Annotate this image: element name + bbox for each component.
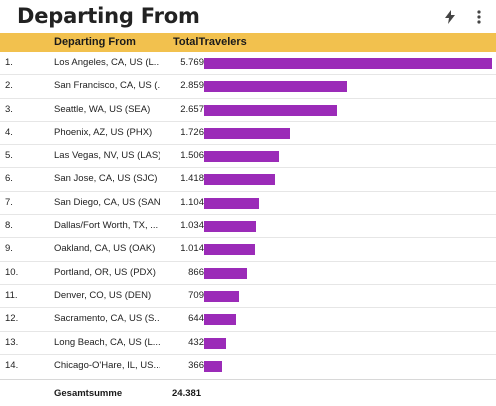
- card-header: Departing From: [0, 0, 496, 33]
- total-travelers-bar: [204, 337, 226, 349]
- total-travelers-bar: [204, 221, 256, 233]
- total-travelers-bar: [204, 197, 260, 209]
- total-travelers-bar: [204, 290, 240, 302]
- column-header-departing-from[interactable]: Departing From: [54, 36, 136, 48]
- table-row[interactable]: 12. Sacramento, CA, US (S... 644: [0, 308, 496, 332]
- row-index: 1.: [5, 57, 13, 68]
- departure-airport: Las Vegas, NV, US (LAS): [54, 150, 160, 162]
- row-index: 14.: [5, 359, 19, 371]
- table-row[interactable]: 8. Dallas/Fort Worth, TX, ... 1.034: [0, 215, 496, 239]
- departure-airport: Chicago-O'Hare, IL, US...: [54, 359, 160, 371]
- grand-total-row: Gesamtsumme 24.381: [0, 379, 496, 406]
- row-index: 11.: [5, 289, 18, 301]
- total-travelers-bar: [204, 314, 237, 326]
- row-index: 8.: [5, 220, 13, 232]
- departure-airport: Dallas/Fort Worth, TX, ...: [54, 220, 159, 232]
- grand-total-value: 24.381: [172, 388, 202, 399]
- total-travelers-value: 2.657: [180, 103, 204, 115]
- total-travelers-bar: [204, 81, 347, 93]
- total-travelers-bar: [204, 58, 492, 69]
- table-row[interactable]: 3. Seattle, WA, US (SEA) 2.657: [0, 99, 496, 122]
- total-travelers-value: 1.034: [180, 220, 204, 232]
- total-travelers-bar: [204, 360, 223, 372]
- total-travelers-value: 709: [188, 289, 204, 301]
- total-travelers-value: 5.769: [180, 57, 204, 68]
- more-vertical-icon[interactable]: [471, 9, 487, 25]
- card-title: Departing From: [17, 4, 200, 28]
- row-index: 2.: [5, 80, 13, 92]
- total-travelers-bar: [204, 174, 275, 186]
- total-travelers-value: 432: [188, 336, 204, 348]
- departure-airport: Phoenix, AZ, US (PHX): [54, 126, 153, 138]
- table-row[interactable]: 10. Portland, OR, US (PDX) 866: [0, 262, 496, 285]
- total-travelers-bar: [204, 267, 248, 279]
- bolt-icon[interactable]: [442, 9, 458, 25]
- total-travelers-value: 2.859: [180, 80, 204, 92]
- total-travelers-value: 644: [188, 313, 204, 325]
- total-travelers-value: 1.014: [180, 243, 204, 255]
- total-travelers-value: 1.726: [180, 126, 204, 138]
- table-row[interactable]: 9. Oakland, CA, US (OAK) 1.014: [0, 238, 496, 262]
- table-header: Departing From TotalTravelers: [0, 33, 496, 52]
- departure-airport: Los Angeles, CA, US (L...: [54, 57, 160, 68]
- total-travelers-bar: [204, 244, 255, 256]
- column-header-total-travelers[interactable]: TotalTravelers: [173, 36, 247, 48]
- total-travelers-bar: [204, 127, 291, 139]
- departure-airport: San Diego, CA, US (SAN): [54, 196, 160, 208]
- row-index: 10.: [5, 266, 19, 278]
- table-row[interactable]: 1. Los Angeles, CA, US (L... 5.769: [0, 52, 496, 76]
- row-index: 6.: [5, 173, 13, 185]
- table-row[interactable]: 7. San Diego, CA, US (SAN) 1.104: [0, 192, 496, 216]
- grand-total-label: Gesamtsumme: [54, 388, 123, 399]
- row-index: 13.: [5, 336, 19, 348]
- departure-airport: Oakland, CA, US (OAK): [54, 243, 156, 255]
- row-index: 5.: [5, 150, 13, 162]
- departure-airport: San Jose, CA, US (SJC): [54, 173, 158, 185]
- table-row[interactable]: 11. Denver, CO, US (DEN) 709: [0, 285, 496, 309]
- table-row[interactable]: 5. Las Vegas, NV, US (LAS) 1.506: [0, 145, 496, 169]
- departure-airport: Long Beach, CA, US (L...: [54, 336, 160, 348]
- departure-airport: Seattle, WA, US (SEA): [54, 103, 151, 115]
- row-index: 9.: [5, 243, 13, 255]
- total-travelers-value: 366: [188, 359, 204, 371]
- row-index: 4.: [5, 126, 13, 138]
- row-index: 7.: [5, 196, 13, 208]
- table-row[interactable]: 6. San Jose, CA, US (SJC) 1.418: [0, 168, 496, 192]
- total-travelers-bar: [204, 151, 280, 163]
- departure-airport: Denver, CO, US (DEN): [54, 289, 152, 301]
- row-index: 3.: [5, 103, 13, 115]
- departure-airport: San Francisco, CA, US (...: [54, 80, 160, 92]
- total-travelers-value: 1.506: [180, 150, 204, 162]
- total-travelers-bar: [204, 104, 337, 116]
- table-row[interactable]: 13. Long Beach, CA, US (L... 432: [0, 332, 496, 355]
- table-row[interactable]: 2. San Francisco, CA, US (... 2.859: [0, 75, 496, 99]
- departure-airport: Sacramento, CA, US (S...: [54, 313, 160, 325]
- table-body: 1. Los Angeles, CA, US (L... 5.769 2. San Fr…: [0, 52, 496, 378]
- total-travelers-value: 866: [188, 266, 204, 278]
- table-row[interactable]: 4. Phoenix, AZ, US (PHX) 1.726: [0, 122, 496, 146]
- total-travelers-value: 1.418: [180, 173, 204, 185]
- total-travelers-value: 1.104: [180, 196, 204, 208]
- row-index: 12.: [5, 313, 19, 325]
- departure-airport: Portland, OR, US (PDX): [54, 266, 156, 278]
- table-row[interactable]: 14. Chicago-O'Hare, IL, US... 366: [0, 355, 496, 378]
